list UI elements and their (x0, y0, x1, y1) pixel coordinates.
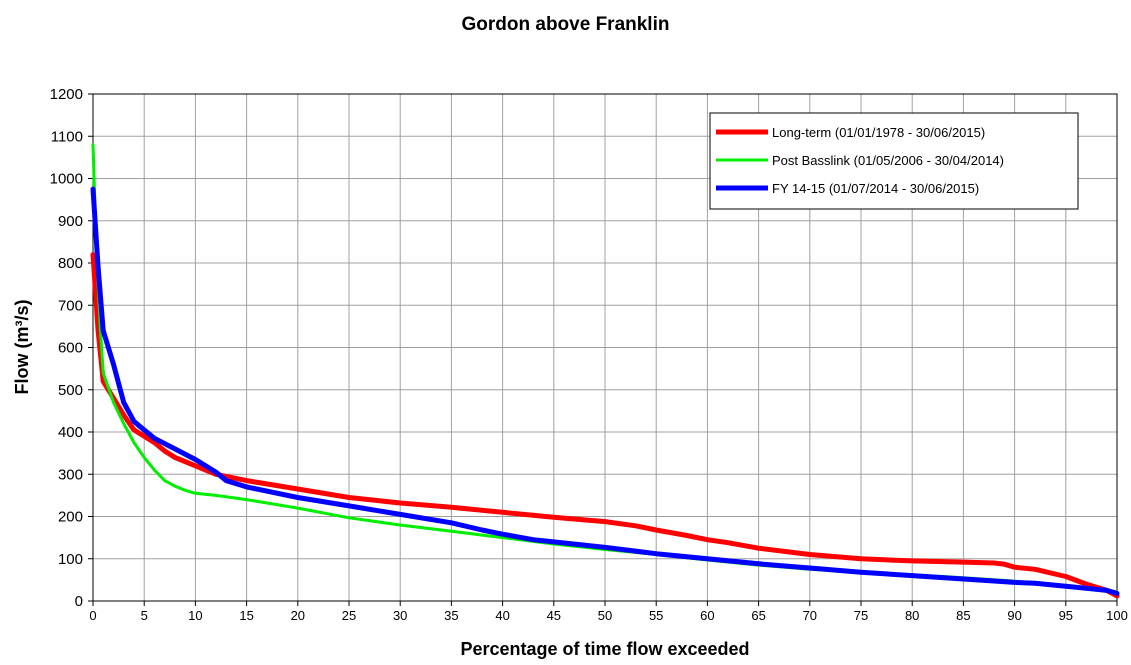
x-tick-label: 5 (141, 608, 148, 623)
x-tick-label: 55 (649, 608, 663, 623)
x-tick-label: 25 (342, 608, 356, 623)
y-tick-label: 800 (58, 255, 83, 272)
y-axis-title: Flow (m³/s) (12, 300, 32, 395)
chart-title: Gordon above Franklin (461, 14, 670, 35)
x-tick-label: 40 (495, 608, 509, 623)
y-tick-label: 100 (58, 551, 83, 568)
y-tick-label: 600 (58, 340, 83, 357)
x-tick-label: 0 (89, 608, 96, 623)
x-tick-label: 35 (444, 608, 458, 623)
x-axis-title: Percentage of time flow exceeded (460, 639, 749, 659)
series-line-1 (90, 252, 1120, 599)
legend: Long-term (01/01/1978 - 30/06/2015) Post … (709, 112, 1079, 210)
y-tick-label: 1200 (50, 86, 83, 103)
legend-box (709, 112, 1079, 210)
x-tick-label: 65 (751, 608, 765, 623)
y-tick-label: 900 (58, 213, 83, 230)
x-tick-label: 45 (547, 608, 561, 623)
legend-label: FY 14-15 (01/07/2014 - 30/06/2015) (772, 181, 979, 196)
x-tick-label: 50 (598, 608, 612, 623)
y-tick-label: 200 (58, 509, 83, 526)
y-tick-label: 0 (75, 593, 83, 610)
x-tick-label: 95 (1059, 608, 1073, 623)
y-tick-label: 1000 (50, 171, 83, 188)
x-tick-label: 90 (1007, 608, 1021, 623)
y-tick-label: 1100 (51, 128, 83, 145)
y-tick-label: 400 (58, 424, 83, 441)
y-tick-label: 300 (58, 466, 83, 483)
legend-label: Post Basslink (01/05/2006 - 30/04/2014) (772, 153, 1004, 168)
y-tick-label: 700 (58, 297, 83, 314)
y-tick-label: 500 (58, 382, 83, 399)
x-tick-label: 20 (291, 608, 305, 623)
x-tick-label: 80 (905, 608, 919, 623)
x-tick-label: 75 (854, 608, 868, 623)
x-tick-label: 85 (956, 608, 970, 623)
x-tick-label: 70 (803, 608, 817, 623)
series-line-3 (90, 186, 1120, 596)
x-axis: 0 5 10 15 20 25 30 35 40 45 50 55 60 65 70 75 80 85 90 95 10… (89, 601, 1128, 623)
legend-label: Long-term (01/01/1978 - 30/06/2015) (772, 125, 985, 140)
x-tick-label: 30 (393, 608, 407, 623)
x-tick-label: 10 (188, 608, 202, 623)
series-lines (90, 143, 1120, 599)
x-tick-label: 15 (239, 608, 253, 623)
y-axis: 0 100 200 300 400 500 600 700 800 900 1000 1100 1200 (50, 86, 93, 610)
x-tick-label: 60 (700, 608, 714, 623)
x-tick-label: 100 (1106, 608, 1128, 623)
